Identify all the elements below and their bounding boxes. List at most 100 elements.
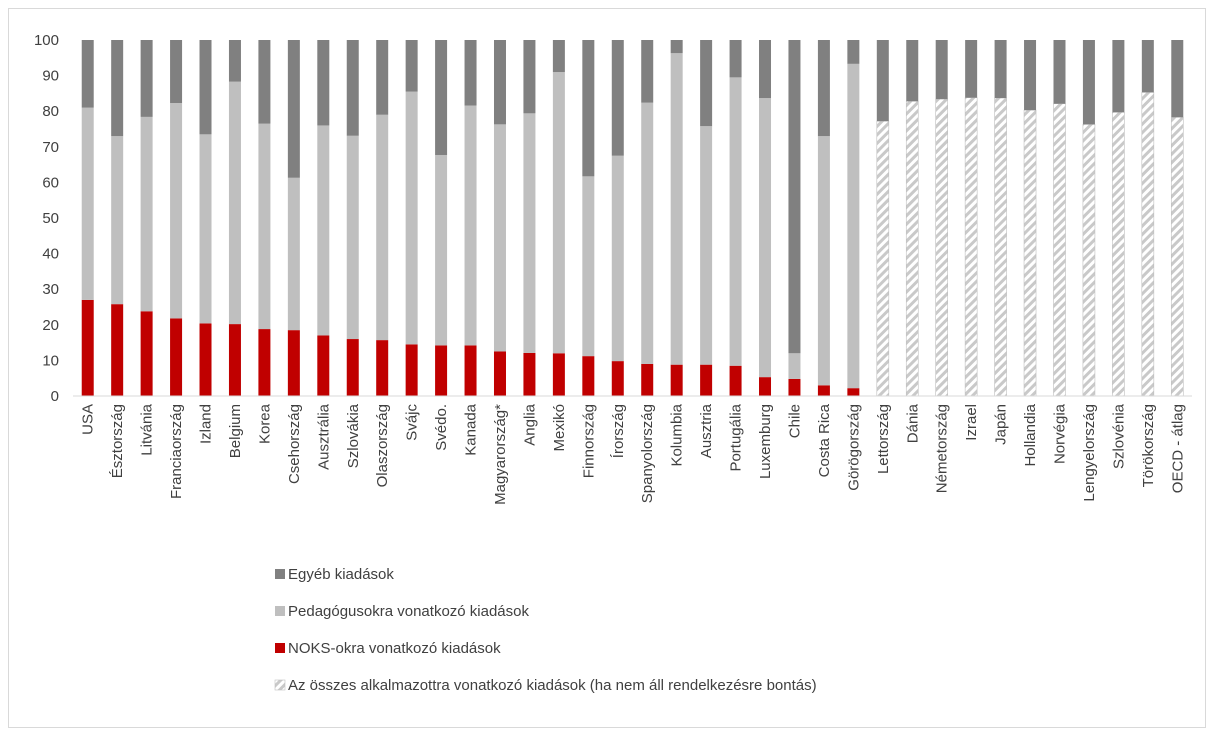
bar-svedo-noks-okra-vonatkozo-kiad — [435, 345, 448, 396]
x-tick-label: Svájc — [404, 404, 421, 441]
bar-chile-noks-okra-vonatkozo-kiad — [788, 378, 801, 396]
bar-nemetorszag-egyeb-kiadasok — [935, 40, 948, 100]
bar-esztorszag-pedagogusokra-vonatkozo- — [111, 136, 124, 305]
bar-svedo-egyeb-kiadasok — [435, 40, 448, 155]
x-tick-label: Szlovákia — [345, 403, 362, 468]
bar-magyarorszag-noks-okra-vonatkozo-kiad — [493, 351, 506, 396]
bar-ausztralia-noks-okra-vonatkozo-kiad — [317, 335, 330, 396]
y-tick-label: 50 — [42, 210, 59, 227]
bar-korea-egyeb-kiadasok — [258, 40, 271, 124]
bar-chile-egyeb-kiadasok — [788, 40, 801, 354]
bar-ausztria-pedagogusokra-vonatkozo- — [700, 126, 713, 365]
bar-luxemburg-noks-okra-vonatkozo-kiad — [759, 377, 772, 396]
y-tick-label: 60 — [42, 174, 59, 191]
x-tick-label: Costa Rica — [816, 403, 833, 477]
bar-gorogorszag-noks-okra-vonatkozo-kiad — [847, 388, 860, 396]
y-tick-label: 20 — [42, 317, 59, 334]
bar-belgium-egyeb-kiadasok — [228, 40, 241, 82]
bar-costa-rica-egyeb-kiadasok — [817, 40, 830, 137]
bar-irorszag-noks-okra-vonatkozo-kiad — [611, 361, 624, 396]
bar-korea-pedagogusokra-vonatkozo- — [258, 123, 271, 330]
y-tick-label: 90 — [42, 68, 59, 85]
bar-franciaorszag-egyeb-kiadasok — [170, 40, 183, 104]
bar-csehorszag-noks-okra-vonatkozo-kiad — [287, 330, 300, 396]
bar-hollandia-az-osszes-alkalmazottra- — [1023, 109, 1037, 397]
y-tick-label: 10 — [42, 352, 59, 369]
bar-izrael-az-osszes-alkalmazottra- — [964, 97, 978, 397]
legend-swatch-egyeb-kiadasok — [275, 569, 285, 579]
x-tick-label: Görögország — [845, 404, 862, 491]
bar-finnorszag-noks-okra-vonatkozo-kiad — [582, 356, 595, 396]
bar-irorszag-pedagogusokra-vonatkozo- — [611, 155, 624, 362]
legend-label: NOKS-okra vonatkozó kiadások — [288, 640, 501, 657]
bar-magyarorszag-pedagogusokra-vonatkozo- — [493, 124, 506, 352]
bar-esztorszag-egyeb-kiadasok — [111, 40, 124, 137]
bar-dania-az-osszes-alkalmazottra- — [905, 100, 919, 397]
y-tick-label: 100 — [34, 32, 59, 49]
bar-magyarorszag-egyeb-kiadasok — [493, 40, 506, 125]
x-category-labels: USA Észtország Litvánia Franciaország Izland… — [80, 403, 1187, 505]
bar-svajc-pedagogusokra-vonatkozo- — [405, 91, 418, 345]
x-tick-label: Szlovénia — [1110, 403, 1127, 469]
x-tick-label: Törökország — [1140, 404, 1157, 487]
x-tick-label: Belgium — [227, 404, 244, 458]
bar-izland-egyeb-kiadasok — [199, 40, 212, 135]
bar-irorszag-egyeb-kiadasok — [611, 40, 624, 156]
x-tick-label: Dánia — [904, 403, 921, 443]
bar-szlovenia-az-osszes-alkalmazottra- — [1112, 111, 1125, 397]
bar-mexiko-noks-okra-vonatkozo-kiad — [552, 353, 565, 396]
bar-lengyelorszag-az-osszes-alkalmazottra- — [1082, 124, 1096, 397]
bar-olaszorszag-pedagogusokra-vonatkozo- — [376, 114, 389, 341]
x-tick-label: Luxemburg — [757, 404, 774, 479]
x-tick-label: Finnország — [580, 404, 597, 478]
bar-portugalia-pedagogusokra-vonatkozo- — [729, 77, 742, 366]
bar-csehorszag-egyeb-kiadasok — [287, 40, 300, 178]
y-tick-label: 30 — [42, 281, 59, 298]
bar-norvegia-az-osszes-alkalmazottra- — [1053, 103, 1066, 397]
x-tick-label: Chile — [786, 404, 803, 438]
bars-layer — [81, 40, 1184, 397]
x-tick-label: Litvánia — [139, 403, 156, 455]
bar-svajc-egyeb-kiadasok — [405, 40, 418, 92]
x-tick-label: Svédo. — [433, 404, 450, 451]
bar-usa-pedagogusokra-vonatkozo- — [81, 107, 94, 300]
bar-gorogorszag-pedagogusokra-vonatkozo- — [847, 63, 860, 389]
bar-portugalia-noks-okra-vonatkozo-kiad — [729, 365, 742, 396]
bar-esztorszag-noks-okra-vonatkozo-kiad — [111, 304, 124, 396]
x-tick-label: OECD - átlag — [1169, 404, 1186, 493]
bar-franciaorszag-pedagogusokra-vonatkozo- — [170, 103, 183, 319]
x-tick-label: Lettország — [875, 404, 892, 474]
legend: Egyéb kiadások Pedagógusokra vonatkozó ki… — [274, 566, 817, 694]
x-tick-label: Hollandia — [1022, 403, 1039, 466]
x-tick-label: Németország — [934, 404, 951, 493]
y-tick-label: 80 — [42, 103, 59, 120]
bar-oecd-atlag-egyeb-kiadasok — [1171, 40, 1184, 118]
bar-lettorszag-egyeb-kiadasok — [876, 40, 889, 122]
bar-belgium-pedagogusokra-vonatkozo- — [228, 81, 241, 325]
x-tick-label: Olaszország — [374, 404, 391, 487]
bar-szlovenia-egyeb-kiadasok — [1112, 40, 1125, 113]
bar-kanada-pedagogusokra-vonatkozo- — [464, 105, 477, 346]
bar-szlovakia-noks-okra-vonatkozo-kiad — [346, 339, 359, 396]
bar-oecd-atlag-az-osszes-alkalmazottra- — [1170, 116, 1184, 397]
x-tick-label: Írország — [610, 404, 627, 458]
bar-usa-noks-okra-vonatkozo-kiad — [81, 299, 94, 396]
x-tick-label: Japán — [993, 404, 1010, 445]
x-tick-label: Izrael — [963, 404, 980, 441]
x-tick-label: Magyarország* — [492, 404, 509, 505]
y-tick-label: 0 — [51, 388, 59, 405]
x-tick-label: Izland — [198, 404, 215, 444]
x-tick-label: Korea — [256, 403, 273, 444]
bar-costa-rica-noks-okra-vonatkozo-kiad — [817, 385, 830, 396]
bar-korea-noks-okra-vonatkozo-kiad — [258, 329, 271, 396]
bar-kolumbia-pedagogusokra-vonatkozo- — [670, 53, 683, 365]
bar-luxemburg-egyeb-kiadasok — [759, 40, 772, 99]
bar-torokorszag-egyeb-kiadasok — [1141, 40, 1154, 93]
bar-nemetorszag-az-osszes-alkalmazottra- — [935, 98, 949, 397]
bar-hollandia-egyeb-kiadasok — [1024, 40, 1037, 111]
bar-dania-egyeb-kiadasok — [906, 40, 919, 102]
bar-finnorszag-egyeb-kiadasok — [582, 40, 595, 177]
bar-norvegia-egyeb-kiadasok — [1053, 40, 1066, 104]
bar-csehorszag-pedagogusokra-vonatkozo- — [287, 177, 300, 331]
bar-portugalia-egyeb-kiadasok — [729, 40, 742, 78]
